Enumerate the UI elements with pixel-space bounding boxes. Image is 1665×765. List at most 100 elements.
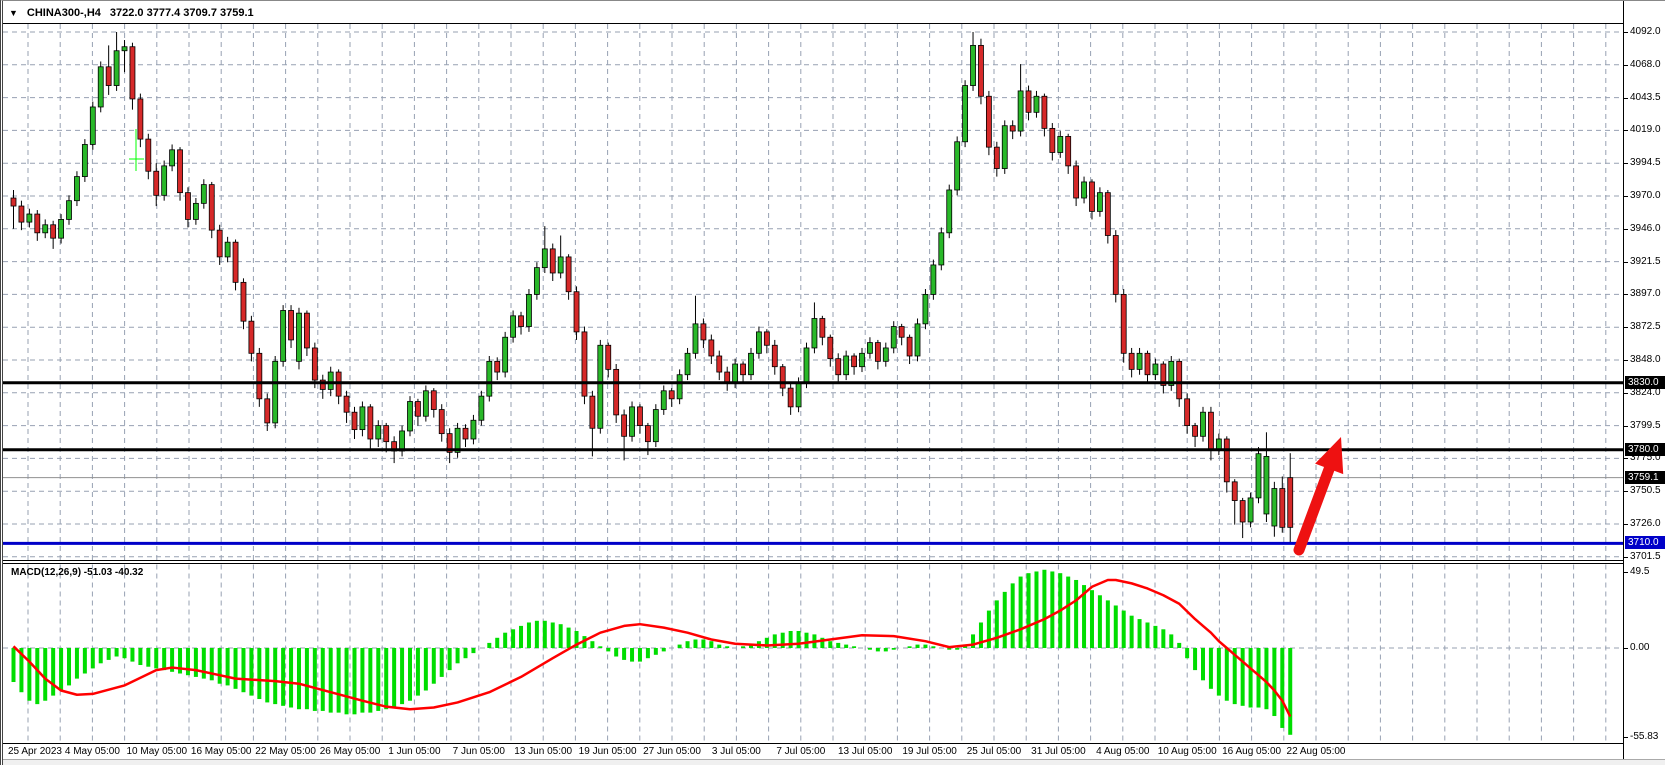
macd-histogram-bar (1280, 648, 1285, 728)
price-axis[interactable]: 4092.0 4068.0 4043.5 4019.0 3994.5 3970.0 3946… (1623, 1, 1665, 759)
macd-histogram-bar (1002, 591, 1007, 648)
macd-histogram-bar (788, 630, 793, 648)
trend-arrow-shaft[interactable] (1293, 459, 1337, 556)
candle-body (787, 387, 794, 408)
macd-histogram-bar (852, 646, 857, 648)
candle-body (1192, 425, 1198, 437)
candle-body (399, 430, 405, 452)
macd-histogram-bar (907, 646, 912, 648)
macd-histogram-bar (1097, 595, 1102, 648)
price-level-badge: 3780.0 (1625, 442, 1665, 456)
chart-title-bar: ▼ CHINA300-,H4 3722.0 3777.4 3709.7 3759… (9, 4, 254, 22)
macd-histogram-bar (320, 648, 325, 711)
macd-histogram-bar (764, 637, 769, 648)
symbol-dropdown-icon[interactable]: ▼ (9, 8, 18, 18)
macd-histogram-bar (947, 648, 952, 650)
candle-body (874, 342, 881, 362)
trend-arrow-head[interactable] (1315, 437, 1344, 475)
candle-body (581, 331, 588, 397)
macd-histogram-bar (891, 648, 896, 650)
price-axis-label: 3946.0 (1624, 222, 1661, 234)
candle-body (1097, 192, 1103, 212)
candle-body (819, 318, 826, 338)
candle-body (565, 256, 572, 293)
macd-histogram-bar (408, 648, 412, 701)
time-axis-label: 7 Jul 05:00 (776, 746, 826, 757)
macd-histogram-bar (820, 637, 825, 648)
time-axis-label: 27 Jun 05:00 (643, 746, 701, 757)
macd-histogram-bar (400, 648, 405, 705)
candle-body (1239, 500, 1246, 523)
macd-histogram-bar (558, 624, 563, 648)
candle-body (58, 219, 64, 239)
macd-histogram-bar (59, 648, 64, 691)
candle-body (645, 425, 651, 443)
macd-histogram-bar (114, 648, 119, 657)
macd-histogram-bar (1264, 648, 1269, 710)
candle-body (74, 176, 80, 202)
candle-body (478, 395, 485, 421)
candle-body (97, 66, 104, 108)
candle-body (137, 98, 144, 140)
macd-histogram-bar (1145, 622, 1150, 648)
candle-body (1081, 181, 1087, 199)
macd-histogram-bar (828, 641, 833, 648)
macd-histogram-bar (328, 648, 333, 713)
macd-histogram-bar (289, 648, 294, 708)
macd-histogram-bar (1074, 579, 1079, 648)
macd-histogram-bar (455, 648, 460, 664)
macd-histogram-bar (1216, 648, 1221, 696)
candle-body (1001, 125, 1008, 169)
time-axis[interactable]: 25 Apr 2023 4 May 05:00 10 May 05:00 16 May… (3, 743, 1623, 759)
price-axis-label: 3824.0 (1624, 386, 1661, 398)
price-axis-label: 3726.0 (1624, 518, 1661, 529)
candle-body (827, 336, 834, 360)
macd-histogram-bar (1224, 648, 1229, 701)
candle-body (518, 315, 524, 327)
macd-histogram-bar (836, 642, 841, 648)
macd-histogram-bar (661, 648, 666, 652)
macd-histogram-bar (780, 632, 785, 648)
candle-body (415, 401, 421, 417)
candle-body (264, 398, 271, 424)
candle-body (89, 106, 96, 145)
macd-histogram-bar (931, 646, 936, 648)
macd-histogram-bar (463, 648, 468, 659)
macd-histogram-bar (344, 648, 349, 715)
time-axis-label: 25 Apr 2023 (8, 746, 62, 757)
candle-body (1200, 411, 1206, 437)
macd-histogram-bar (630, 648, 635, 662)
macd-histogram-bar (503, 632, 508, 648)
candle-body (740, 363, 746, 376)
macd-histogram-bar (11, 648, 16, 683)
macd-panel[interactable] (3, 563, 1623, 744)
candle-body (351, 411, 358, 431)
candle-body (692, 323, 699, 354)
candle-body (549, 248, 556, 274)
macd-histogram-bar (598, 646, 603, 648)
candle-body (34, 213, 41, 234)
candle-body (81, 144, 88, 177)
macd-histogram-bar (1232, 648, 1237, 705)
macd-histogram-bar (653, 648, 658, 655)
candle-body (1144, 352, 1151, 376)
main-chart-panel[interactable] (3, 23, 1623, 561)
candle-body (621, 414, 628, 437)
candle-body (779, 366, 786, 389)
macd-histogram-bar (138, 648, 143, 666)
macd-histogram-bar (725, 646, 730, 648)
candle-body (629, 406, 635, 437)
macd-histogram-bar (614, 648, 619, 657)
candle-body (922, 294, 929, 325)
macd-histogram-bar (923, 644, 928, 648)
price-axis-label: 4043.5 (1624, 91, 1661, 103)
macd-histogram-bar (986, 610, 991, 648)
macd-histogram-bar (1082, 585, 1087, 648)
candle-body (121, 46, 128, 52)
candle-body (716, 355, 723, 373)
macd-histogram-bar (273, 648, 278, 705)
candle-body (288, 310, 294, 341)
candle-body (200, 184, 207, 204)
macd-histogram-bar (209, 648, 214, 681)
